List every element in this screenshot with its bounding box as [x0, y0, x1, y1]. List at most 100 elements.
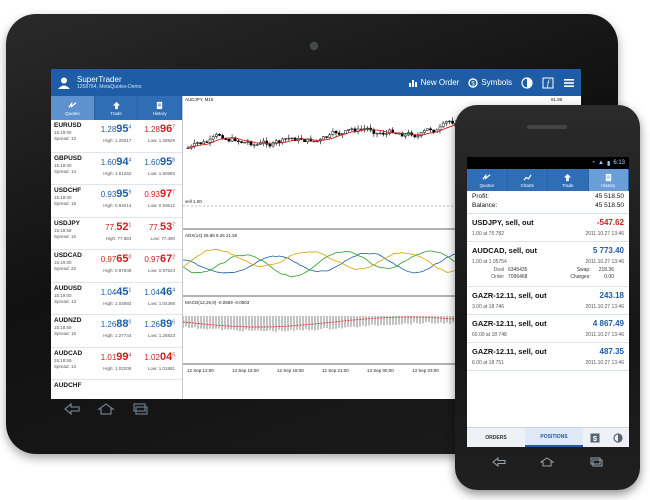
- position-item[interactable]: AUDCAD, sell, out 5 773.40 1.00 at 1.05754…: [467, 242, 629, 287]
- back-icon[interactable]: [63, 403, 81, 415]
- position-item[interactable]: GAZR-12.11, sell, out 243.18 3.00 at 18 74…: [467, 287, 629, 315]
- position-header: GAZR-12.11, sell, out 487.35: [472, 347, 624, 356]
- candle-body: [337, 132, 341, 135]
- account-summary: Profit: 45 518.50 Balance: 45 518.50: [467, 191, 629, 214]
- candle-body: [262, 140, 265, 143]
- quote-high: High: 0.94014: [103, 203, 132, 209]
- ask-column[interactable]: 1.04464 Low: 1.04388: [135, 285, 179, 313]
- phone-tab-history[interactable]: History: [588, 169, 629, 191]
- candle-body: [252, 144, 256, 146]
- tab-quotes[interactable]: Quotes: [51, 96, 95, 120]
- candle-body: [290, 137, 294, 140]
- quote-row[interactable]: AUDCAD 15:18:59 Spread: 13 1.01994 High: 1.0…: [51, 348, 182, 380]
- ask-column[interactable]: 0.97672 Low: 0.97524: [135, 252, 179, 280]
- quote-row[interactable]: GBPUSD 15:19:00 Spread: 14 1.60944 High: 1.6…: [51, 153, 182, 185]
- bid-price: 1.01994: [101, 350, 132, 364]
- app-bar-actions: New Order $ Symbols f: [408, 76, 575, 89]
- candle-body: [265, 140, 269, 145]
- bid-price: 77.521: [105, 220, 131, 234]
- ask-column[interactable]: 1.02045 Low: 1.01881: [135, 350, 179, 378]
- back-icon[interactable]: [492, 457, 506, 467]
- indicators-icon[interactable]: f: [542, 77, 554, 89]
- tab-trade[interactable]: Trade: [95, 96, 139, 120]
- candle-body: [448, 120, 451, 123]
- recent-apps-icon[interactable]: [589, 457, 603, 467]
- ask-column[interactable]: 0.93977 Low: 0.93612: [135, 187, 179, 215]
- bid-price-prefix: 0.97: [100, 255, 117, 264]
- bid-column[interactable]: 1.28954 High: 1.29317: [92, 122, 136, 150]
- quote-row[interactable]: USDCAD 15:19:00 Spread: 22 0.97650 High: 0.9…: [51, 250, 182, 283]
- bid-column[interactable]: 77.521 High: 77.883: [92, 220, 136, 248]
- symbols-button[interactable]: $ Symbols: [468, 77, 512, 88]
- candle-body: [404, 134, 407, 137]
- ask-price-prefix: 0.97: [144, 255, 160, 264]
- candle-body: [196, 142, 199, 144]
- time-tick-label: 13 Sep 03:00: [412, 368, 439, 373]
- candle-body: [249, 141, 253, 146]
- candle-body: [255, 144, 259, 146]
- period-button[interactable]: [607, 428, 629, 447]
- quote-symbol-block: EURUSD 15:19:00 Spread: 13: [54, 122, 92, 150]
- ask-column[interactable]: 1.28967 Low: 1.28929: [135, 122, 179, 150]
- quote-row[interactable]: AUDCHF: [51, 380, 182, 399]
- quote-symbol: AUDUSD: [54, 284, 82, 292]
- bid-column[interactable]: 1.01994 High: 1.02208: [92, 350, 136, 378]
- quote-high: High: 1.02208: [103, 365, 132, 371]
- ask-price: 77.537: [149, 220, 175, 234]
- chart-type-icon[interactable]: [521, 76, 533, 89]
- position-date: 2011.10.27 13:46: [585, 359, 624, 366]
- menu-icon[interactable]: [563, 77, 575, 89]
- quote-spread: Spread: 16: [54, 233, 77, 239]
- position-date: 2011.10.27 13:46: [585, 230, 624, 237]
- ask-price-prefix: 1.02: [144, 352, 160, 362]
- quote-row[interactable]: AUDNZD 15:18:59 Spread: 16 1.26880 High: 1.2…: [51, 315, 182, 348]
- candle-body: [281, 138, 284, 143]
- bid-column[interactable]: [92, 382, 136, 399]
- deposit-button[interactable]: $: [583, 428, 607, 447]
- ask-price-point: 4: [172, 286, 175, 293]
- quote-spread: Spread: 13: [54, 363, 77, 369]
- ask-column[interactable]: 1.26896 Low: 1.26823: [135, 317, 179, 345]
- tab-quotes-label: Quotes: [65, 110, 80, 116]
- phone-tab-charts[interactable]: Charts: [508, 169, 548, 191]
- symbols-icon: $: [468, 77, 479, 88]
- position-meta: 1.00 at 1.05754 2011.10.27 13:46: [472, 259, 624, 265]
- home-icon[interactable]: [97, 403, 115, 415]
- positions-tab[interactable]: POSITIONS: [525, 428, 583, 447]
- quote-row[interactable]: AUDUSD 15:19:00 Spread: 13 1.04451 High: 1.0…: [51, 283, 182, 315]
- recent-apps-icon[interactable]: [131, 403, 149, 415]
- phone-tab-quotes[interactable]: Quotes: [467, 169, 508, 191]
- new-order-button[interactable]: New Order: [408, 78, 459, 88]
- position-item[interactable]: GAZR-12.11, sell, out 487.35 6.00 at 18 75…: [467, 343, 629, 371]
- quote-row[interactable]: EURUSD 15:19:00 Spread: 13 1.28954 High: 1.2…: [51, 120, 182, 153]
- ask-price-point: 7: [172, 221, 175, 228]
- ask-column[interactable]: 1.60958 Low: 1.60893: [135, 155, 179, 183]
- home-icon[interactable]: [540, 457, 555, 467]
- bid-column[interactable]: 1.60944 High: 1.61262: [92, 155, 136, 183]
- position-item[interactable]: USDJPY, sell, out -547.62 1.00 at 75.782 20…: [467, 214, 629, 242]
- quote-row[interactable]: USDJPY 15:18:58 Spread: 16 77.521 High: 77.8…: [51, 218, 182, 250]
- bid-column[interactable]: 1.04451 High: 1.04892: [92, 285, 136, 313]
- tab-history[interactable]: History: [138, 96, 183, 120]
- candle-body: [344, 130, 347, 134]
- ask-column[interactable]: 77.537 Low: 77.490: [135, 220, 179, 248]
- ask-price-prefix: 1.28: [144, 125, 160, 134]
- phone-tab-quotes-label: Quotes: [479, 182, 494, 188]
- quote-spread: Spread: 22: [54, 266, 77, 271]
- profit-row: Profit: 45 518.50: [472, 193, 624, 202]
- positions-list: USDJPY, sell, out -547.62 1.00 at 75.782 20…: [467, 214, 629, 371]
- account-title-block[interactable]: SuperTrader 1258764, MetaQuotes-Demo: [77, 75, 141, 90]
- bid-column[interactable]: 0.93959 High: 0.94014: [92, 187, 136, 215]
- bid-column[interactable]: 0.97650 High: 0.97848: [92, 252, 136, 280]
- user-icon[interactable]: [57, 76, 71, 90]
- ask-column[interactable]: [135, 382, 179, 399]
- position-header: GAZR-12.11, sell, out 4 867.49: [472, 319, 624, 328]
- phone-tab-trade[interactable]: Trade: [548, 169, 589, 191]
- candle-body: [422, 130, 426, 133]
- bid-price-point: 4: [128, 156, 132, 163]
- orders-tab[interactable]: ORDERS: [485, 434, 507, 441]
- quote-row[interactable]: USDCHF 15:19:00 Spread: 18 0.93959 High: 0.9…: [51, 185, 182, 218]
- bid-column[interactable]: 1.26880 High: 1.27744: [92, 317, 136, 345]
- position-item[interactable]: GAZR-12.11, sell, out 4 867.49 60.00 at 18…: [467, 315, 629, 343]
- quote-time: 15:18:58: [54, 227, 72, 233]
